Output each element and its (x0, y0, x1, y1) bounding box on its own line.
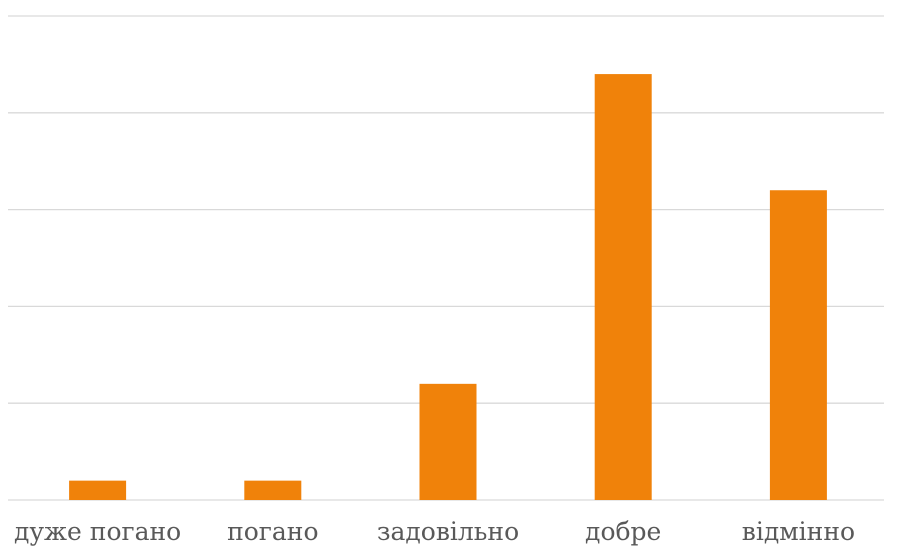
bar-1 (244, 480, 302, 500)
x-tick-label-2: задовільно (377, 517, 519, 546)
bar-2 (419, 383, 477, 500)
x-tick-label-3: добре (585, 517, 661, 546)
x-tick-label-4: відмінно (742, 517, 855, 546)
bar-3 (594, 74, 652, 500)
bar-4 (769, 190, 827, 501)
bar-0 (69, 480, 127, 500)
x-tick-label-1: погано (227, 517, 318, 546)
gridlines (8, 15, 884, 501)
x-tick-label-0: дуже погано (14, 517, 181, 546)
category-labels: дуже погано погано задовільно добре відмінно (14, 517, 855, 546)
bars (69, 74, 827, 501)
